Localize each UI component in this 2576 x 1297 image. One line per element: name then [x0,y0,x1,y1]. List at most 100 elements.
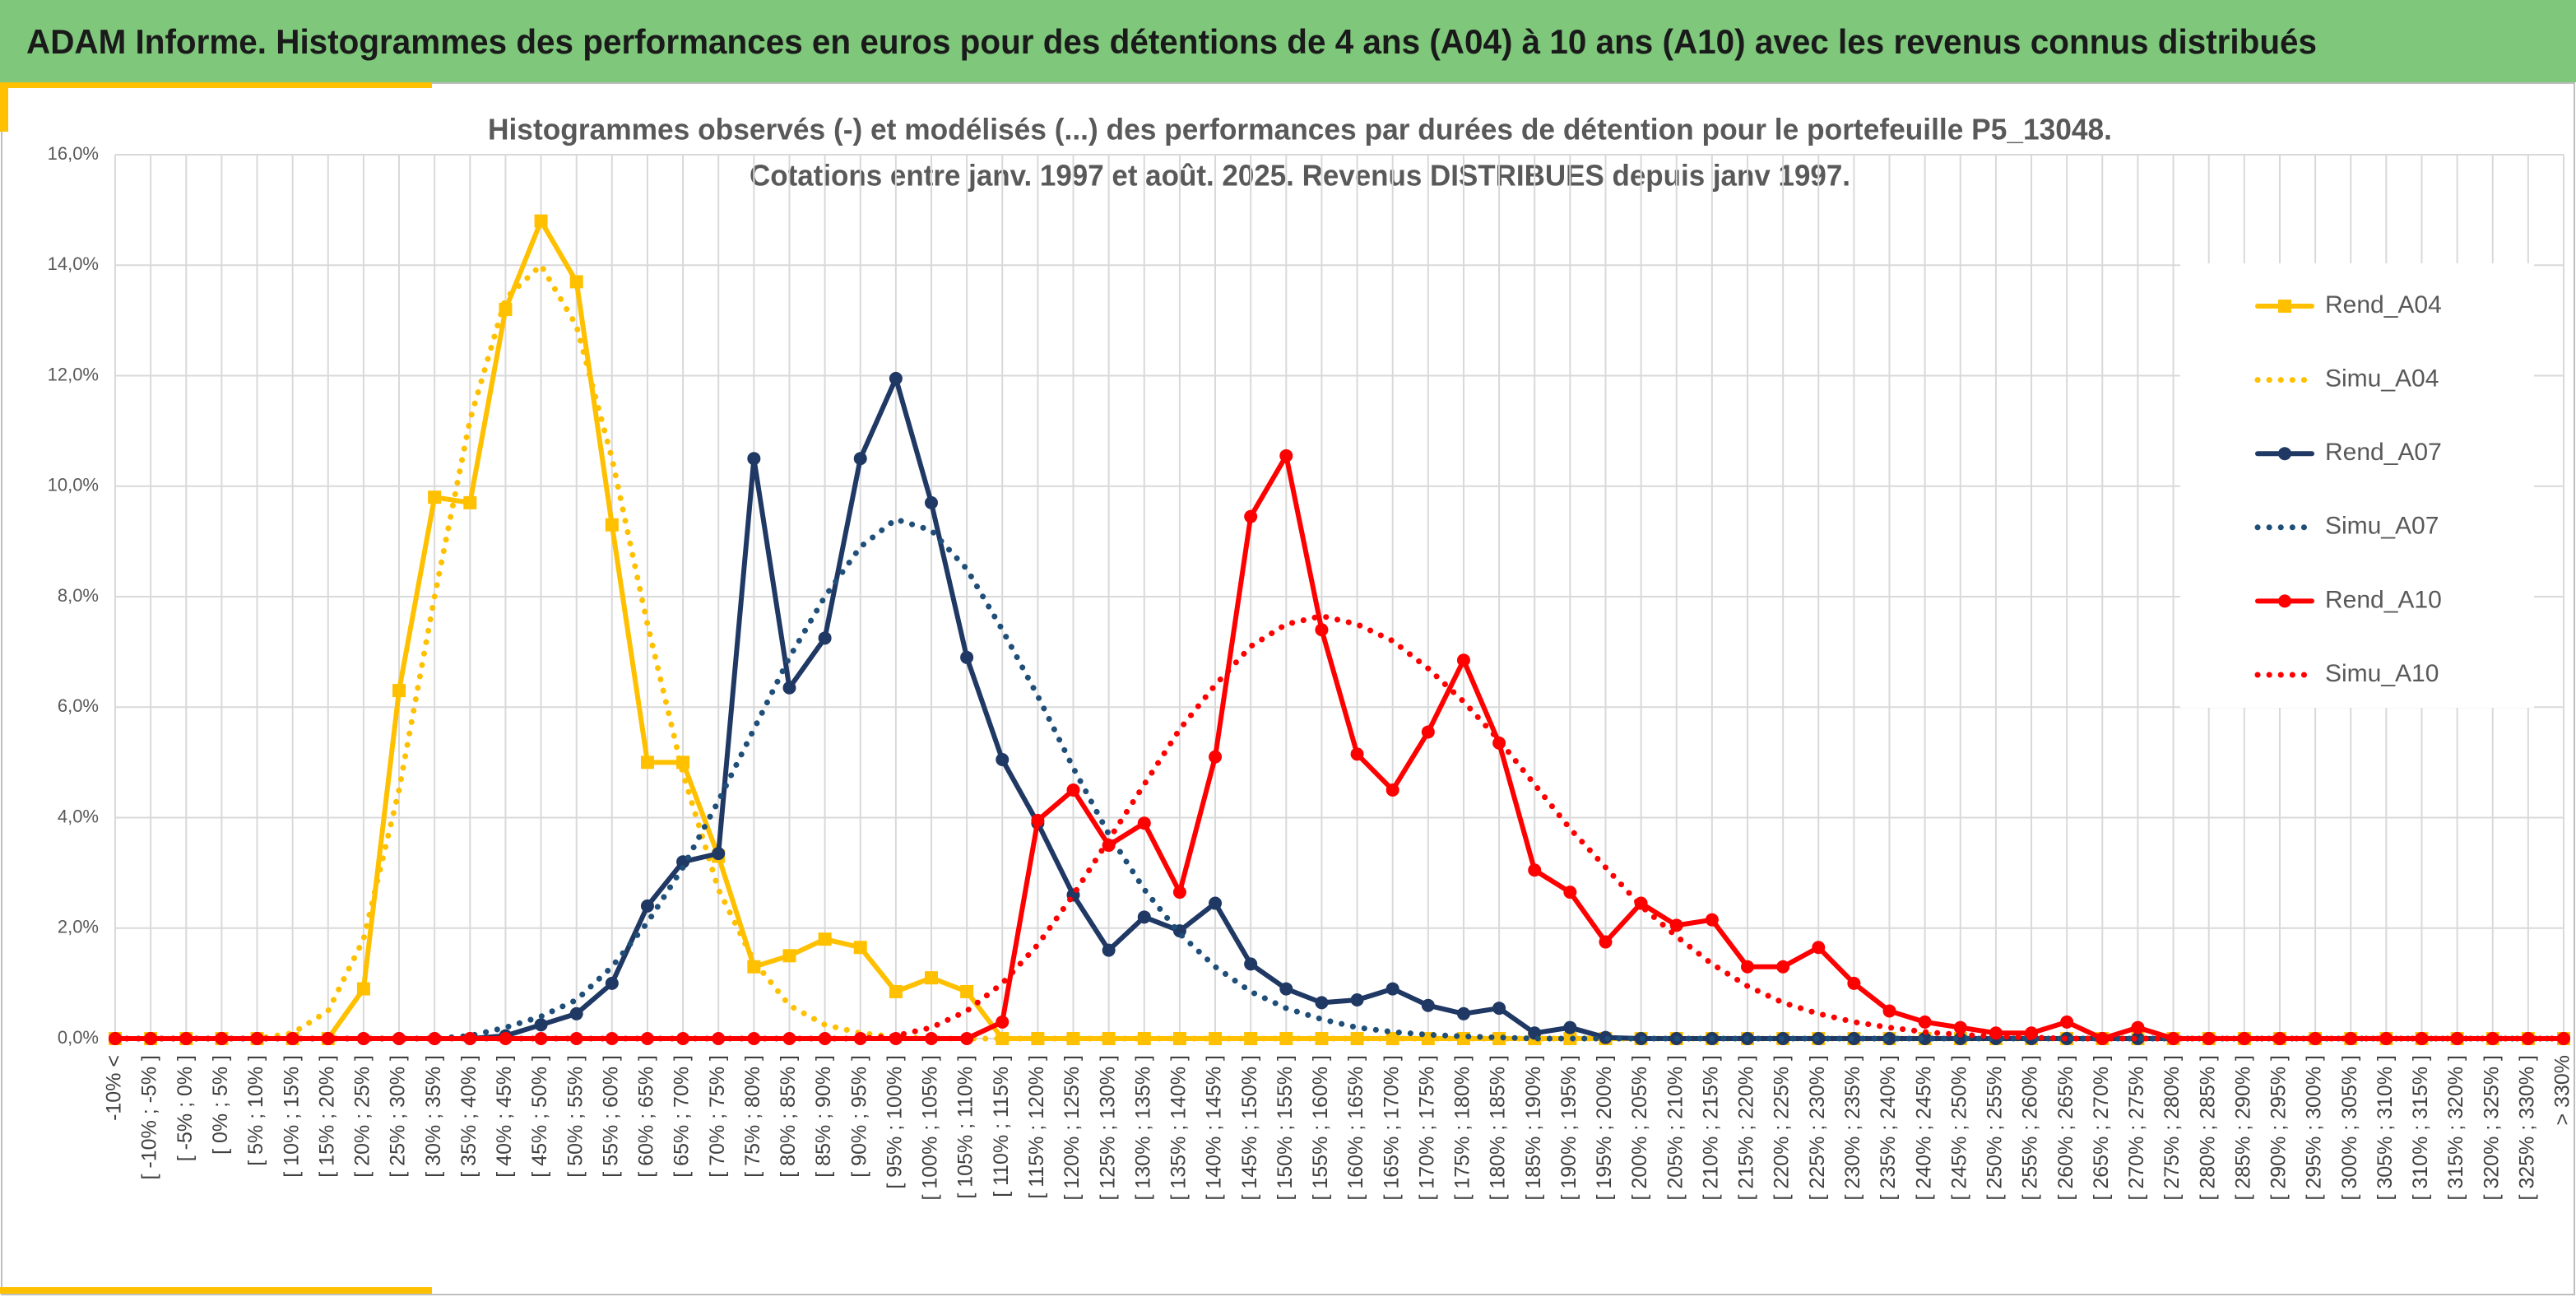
x-tick-label: [ 265% ; 270% ] [2090,1055,2113,1201]
point [1350,747,1364,761]
point [1918,1015,1932,1029]
point [640,755,654,769]
legend-label: Rend_A10 [2325,586,2442,613]
x-tick-label: [ 85% ; 90% ] [812,1055,835,1178]
x-tick-label: [ 40% ; 45% ] [493,1055,516,1178]
point [1705,913,1719,927]
header-title: ADAM Informe. Histogrammes des performan… [26,22,2317,61]
point [392,1032,406,1045]
x-tick-label: [ 90% ; 95% ] [847,1055,870,1178]
point [1563,1020,1577,1034]
point [1315,623,1329,637]
x-tick-label: [ 305% ; 310% ] [2374,1055,2397,1201]
point [996,1015,1010,1029]
x-tick-label: [ 145% ; 150% ] [1238,1055,1261,1201]
point [1599,935,1613,949]
legend-label: Simu_A07 [2325,513,2439,540]
x-tick-label: [ -5% ; 0% ] [174,1055,197,1161]
x-tick-label: [ 210% ; 215% ] [1699,1055,1722,1201]
point [1882,1004,1896,1018]
x-tick-label: [ 200% ; 205% ] [1628,1055,1651,1201]
legend-marker [2278,447,2291,461]
point [747,960,761,974]
point [1102,943,1116,957]
x-tick-label: [ 55% ; 60% ] [599,1055,622,1178]
point [1776,960,1790,974]
x-tick-label: [ 105% ; 110% ] [954,1055,977,1199]
x-tick-label: [ 190% ; 195% ] [1557,1055,1580,1201]
x-tick-label: [ 195% ; 200% ] [1593,1055,1616,1201]
point [2166,1032,2180,1045]
x-tick-label: > 330% [2551,1055,2574,1126]
point [1209,896,1223,910]
y-tick-label: 10,0% [48,475,99,495]
point [428,1032,442,1045]
point [1492,1002,1506,1016]
x-tick-label: [ 235% ; 240% ] [1877,1055,1900,1201]
point [1279,449,1293,463]
point [321,1032,335,1045]
x-tick-label: [ 180% ; 185% ] [1487,1055,1510,1201]
point [569,275,583,289]
x-tick-label: [ 215% ; 220% ] [1735,1055,1758,1201]
point [747,452,761,466]
point [1421,998,1435,1012]
point [1563,886,1577,900]
y-tick-label: 6,0% [58,695,99,716]
chart-title: Histogrammes observés (-) et modélisés (… [488,113,2112,146]
point [569,1006,583,1020]
point [499,1032,513,1045]
point [925,1032,938,1045]
point [1350,993,1364,1007]
legend-label: Rend_A04 [2325,291,2442,318]
point [534,1018,548,1032]
x-tick-label: [ 205% ; 210% ] [1664,1055,1687,1201]
point [1918,1032,1932,1045]
y-tick-label: 12,0% [48,364,99,384]
point [1172,886,1186,900]
x-tick-label: [ 15% ; 20% ] [315,1055,338,1178]
x-tick-label: [ 150% ; 155% ] [1274,1055,1297,1201]
point [1315,996,1329,1010]
point [996,1032,1010,1045]
y-tick-label: 2,0% [58,917,99,937]
point [605,518,619,532]
legend-label: Rend_A07 [2325,439,2442,466]
x-tick-label: [ 140% ; 145% ] [1203,1055,1226,1201]
point [2272,1032,2286,1045]
point [996,753,1010,767]
point [1741,960,1754,974]
x-tick-label: [ 20% ; 25% ] [351,1055,374,1178]
x-tick-label: [ 245% ; 250% ] [1947,1055,1970,1201]
x-tick-label: [ 50% ; 55% ] [564,1055,587,1178]
point [782,681,796,695]
x-tick-label: [ 255% ; 260% ] [2019,1055,2042,1201]
x-tick-label: [ 120% ; 125% ] [1061,1055,1084,1201]
x-tick-label: [ 30% ; 35% ] [422,1055,445,1178]
point [1244,509,1258,523]
point [1528,863,1542,877]
accent-left [0,82,8,132]
accent-top [0,82,432,88]
point [1066,1032,1080,1045]
x-tick-label: [ 250% ; 255% ] [1984,1055,2007,1201]
chart-subtitle: Cotations entre janv. 1997 et août. 2025… [750,159,1850,193]
point [1456,653,1470,667]
point [2131,1020,2145,1034]
point [1385,982,1399,996]
x-tick-label: [ 70% ; 75% ] [706,1055,729,1178]
x-tick-label: [ 5% ; 10% ] [244,1055,267,1166]
point [2379,1032,2393,1045]
x-tick-label: [ 125% ; 130% ] [1096,1055,1119,1201]
point [356,982,370,996]
point [285,1032,299,1045]
x-tick-label: [ 220% ; 225% ] [1771,1055,1794,1201]
point [925,971,938,985]
x-tick-label: [ 65% ; 70% ] [671,1055,694,1178]
x-tick-label: [ 75% ; 80% ] [741,1055,764,1178]
point [960,984,974,998]
point [818,932,832,946]
point [1209,750,1223,764]
point [1102,1032,1116,1045]
